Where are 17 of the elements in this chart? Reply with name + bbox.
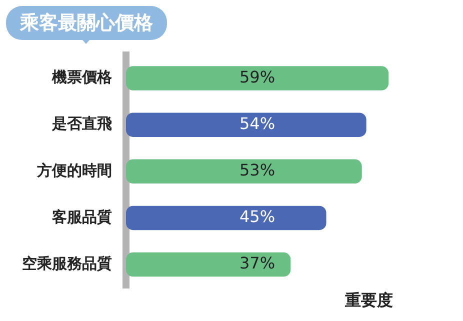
bar — [126, 252, 291, 277]
data-label: 54% — [239, 114, 276, 133]
y-tick-label: 空乘服務品質 — [22, 254, 112, 272]
y-tick-label: 機票價格 — [51, 68, 113, 86]
bar — [126, 66, 389, 90]
bar — [126, 206, 326, 230]
data-label: 53% — [239, 160, 276, 180]
data-label: 59% — [239, 67, 276, 86]
data-label: 37% — [239, 254, 276, 273]
y-tick-label: 客服品質 — [51, 208, 112, 226]
x-axis-title: 重要度 — [344, 290, 393, 310]
y-tick-label: 方便的時間 — [36, 161, 112, 180]
bar — [126, 159, 362, 184]
data-label: 45% — [239, 207, 276, 226]
bar — [126, 112, 366, 137]
y-tick-label: 是否直飛 — [51, 114, 112, 133]
chart-title: 乘客最關心價格 — [6, 6, 167, 40]
